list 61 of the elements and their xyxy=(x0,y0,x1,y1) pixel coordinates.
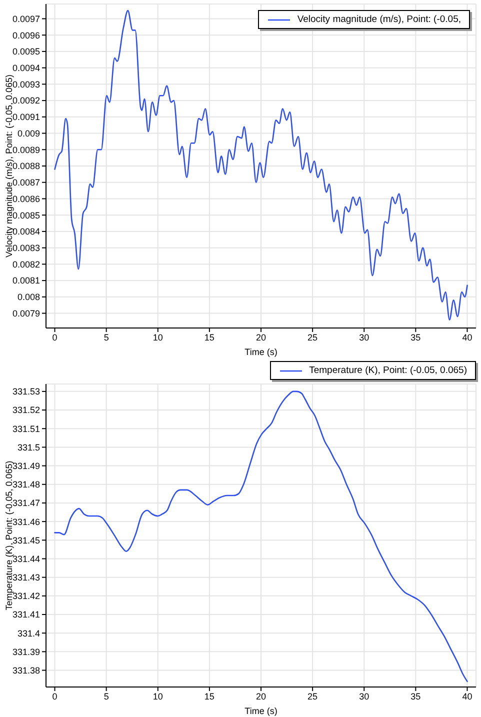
y-axis-title: Velocity magnitude (m/s), Point: (-0.05, 0.065) xyxy=(4,74,14,258)
y-axis-title: Temperature (K), Point: (-0.05, 0.065) xyxy=(4,460,14,610)
y-tick-label: 331.45 xyxy=(12,535,40,546)
x-tick-label: 5 xyxy=(104,691,109,702)
y-tick-label: 0.0085 xyxy=(12,210,40,220)
x-tick-label: 10 xyxy=(152,332,163,342)
y-tick-label: 0.0081 xyxy=(12,276,40,286)
y-tick-label: 0.0092 xyxy=(12,96,40,106)
y-tick-label: 0.0088 xyxy=(12,161,40,172)
legend-label: Velocity magnitude (m/s), Point: (-0.05, xyxy=(297,14,461,25)
y-tick-label: 331.53 xyxy=(12,386,40,397)
y-tick-label: 331.39 xyxy=(12,646,40,657)
x-tick-label: 5 xyxy=(104,332,109,342)
x-tick-label: 35 xyxy=(410,332,421,342)
line-series xyxy=(54,10,468,320)
y-tick-label: 0.0096 xyxy=(12,30,40,40)
y-tick-label: 0.0082 xyxy=(12,259,40,270)
x-tick-label: 25 xyxy=(308,691,318,702)
y-tick-label: 331.48 xyxy=(12,480,40,490)
y-tick-label: 0.0097 xyxy=(12,14,40,24)
y-tick-label: 331.38 xyxy=(12,665,40,676)
y-tick-label: 0.0091 xyxy=(12,112,40,122)
x-tick-label: 0 xyxy=(52,332,58,342)
y-tick-label: 0.0093 xyxy=(12,79,40,90)
y-tick-label: 0.009 xyxy=(17,128,40,138)
x-axis-title: Time (s) xyxy=(244,347,278,357)
legend-label: Temperature (K), Point: (-0.05, 0.065) xyxy=(309,365,467,376)
y-tick-label: 331.47 xyxy=(12,498,40,508)
line-series xyxy=(54,390,468,682)
x-tick-label: 20 xyxy=(256,691,266,702)
y-tick-label: 0.0083 xyxy=(12,243,40,254)
y-tick-label: 331.5 xyxy=(17,442,40,452)
y-tick-label: 0.0087 xyxy=(12,178,40,188)
y-tick-label: 0.0079 xyxy=(12,308,40,318)
y-tick-label: 331.43 xyxy=(12,572,40,583)
y-tick-label: 331.41 xyxy=(12,610,40,620)
x-tick-label: 30 xyxy=(359,332,370,342)
x-tick-label: 25 xyxy=(308,332,318,342)
y-tick-label: 331.42 xyxy=(12,591,40,602)
x-tick-label: 10 xyxy=(152,691,163,702)
x-axis-title: Time (s) xyxy=(244,706,278,716)
x-tick-label: 15 xyxy=(204,691,214,702)
x-tick-label: 40 xyxy=(462,691,472,702)
y-tick-label: 331.51 xyxy=(12,424,40,434)
y-tick-label: 331.4 xyxy=(17,628,40,638)
y-tick-label: 0.008 xyxy=(17,292,40,302)
y-tick-label: 0.0094 xyxy=(12,63,40,74)
y-tick-label: 331.52 xyxy=(12,405,40,416)
y-tick-label: 0.0095 xyxy=(12,46,40,57)
x-tick-label: 0 xyxy=(52,691,58,702)
y-tick-label: 331.46 xyxy=(12,516,40,527)
x-tick-label: 30 xyxy=(359,691,370,702)
x-tick-label: 15 xyxy=(204,332,214,342)
y-tick-label: 331.49 xyxy=(12,460,40,471)
x-tick-label: 35 xyxy=(410,691,421,702)
x-tick-label: 20 xyxy=(256,332,266,342)
y-tick-label: 331.44 xyxy=(12,554,40,564)
y-tick-label: 0.0089 xyxy=(12,144,40,155)
x-tick-label: 40 xyxy=(462,332,472,342)
y-tick-label: 0.0086 xyxy=(12,194,40,204)
y-tick-label: 0.0084 xyxy=(12,226,40,237)
